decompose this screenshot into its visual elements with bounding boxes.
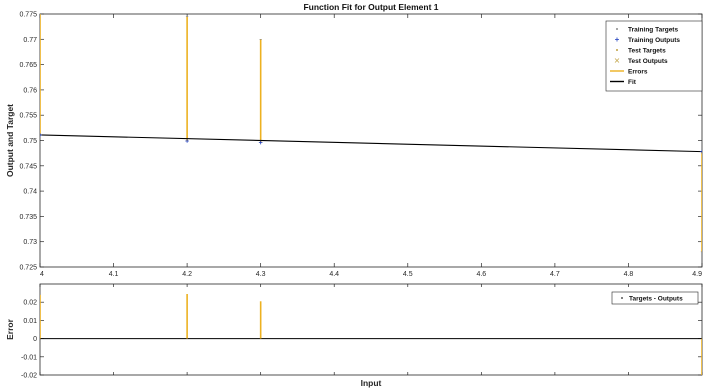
legend-swatch [615, 37, 619, 42]
y-tick-label: 0.76 [23, 87, 37, 94]
x-tick-label: 4.4 [329, 271, 339, 278]
output-marker [185, 139, 189, 143]
x-tick-label: 4.7 [550, 271, 560, 278]
y-tick-label: 0.02 [23, 300, 37, 307]
fit-axes: 4 4.1 4.2 4.3 4.4 4.5 4.6 4.7 4.8 4.9 0.725 0.73 0.7… [5, 2, 703, 278]
legend-swatch [616, 28, 618, 30]
x-tick-label: 4.8 [624, 271, 634, 278]
y-tick-label: 0.775 [19, 12, 37, 19]
y-tick-label: 0.725 [19, 265, 37, 272]
x-tick-label: 4.5 [403, 271, 413, 278]
x-tick-label: 4 [40, 271, 44, 278]
legend-label: Targets - Outputs [629, 295, 683, 302]
y-tick-label: 0.74 [23, 189, 37, 196]
fit-plot-area [39, 13, 703, 268]
y-tick-label: 0.765 [19, 62, 37, 69]
y-tick-label: -0.02 [21, 373, 37, 380]
legend-label: Test Outputs [628, 58, 668, 65]
y-tick-label: 0.01 [23, 318, 37, 325]
legend-swatch [621, 297, 623, 299]
x-tick-label: 4.6 [476, 271, 486, 278]
y-tick-label: 0 [33, 336, 37, 343]
error-lines [40, 14, 702, 253]
legend-label: Errors [628, 68, 648, 75]
error-plot-area [39, 283, 703, 376]
legend-label: Training Outputs [628, 37, 680, 44]
error-axes: -0.02 -0.01 0 0.01 0.02 Error Input Targets - O… [5, 283, 703, 388]
chart-title: Function Fit for Output Element 1 [303, 2, 438, 12]
fit-line [40, 134, 702, 153]
y-tick-label: 0.73 [23, 239, 37, 246]
legend: Targets - Outputs [611, 291, 699, 305]
y-tick-label: -0.01 [21, 354, 37, 361]
legend-label: Training Targets [628, 26, 678, 33]
error-bars [40, 294, 702, 375]
output-marker [258, 140, 263, 145]
legend: Training Targets Training Outputs Test Tar… [605, 20, 703, 92]
legend-label: Fit [628, 79, 637, 86]
x-tick-label: 4.1 [109, 271, 119, 278]
y-axis-label: Error [5, 318, 15, 339]
output-marker [40, 133, 42, 137]
x-axis-label: Input [361, 378, 382, 388]
legend-box [605, 20, 703, 92]
y-tick-label: 0.755 [19, 113, 37, 120]
legend-swatch [616, 49, 618, 51]
y-tick-label: 0.745 [19, 163, 37, 170]
y-tick-label: 0.75 [23, 138, 37, 145]
legend-label: Test Targets [628, 47, 666, 54]
y-tick-label: 0.735 [19, 214, 37, 221]
legend-swatch [614, 58, 620, 63]
y-tick-label: 0.77 [23, 37, 37, 44]
output-marker [700, 149, 702, 154]
legend-box [611, 291, 699, 305]
x-tick-label: 4.2 [182, 271, 192, 278]
y-axis-label: Output and Target [5, 104, 15, 177]
x-tick-label: 4.3 [256, 271, 266, 278]
x-tick-label: 4.9 [692, 271, 702, 278]
